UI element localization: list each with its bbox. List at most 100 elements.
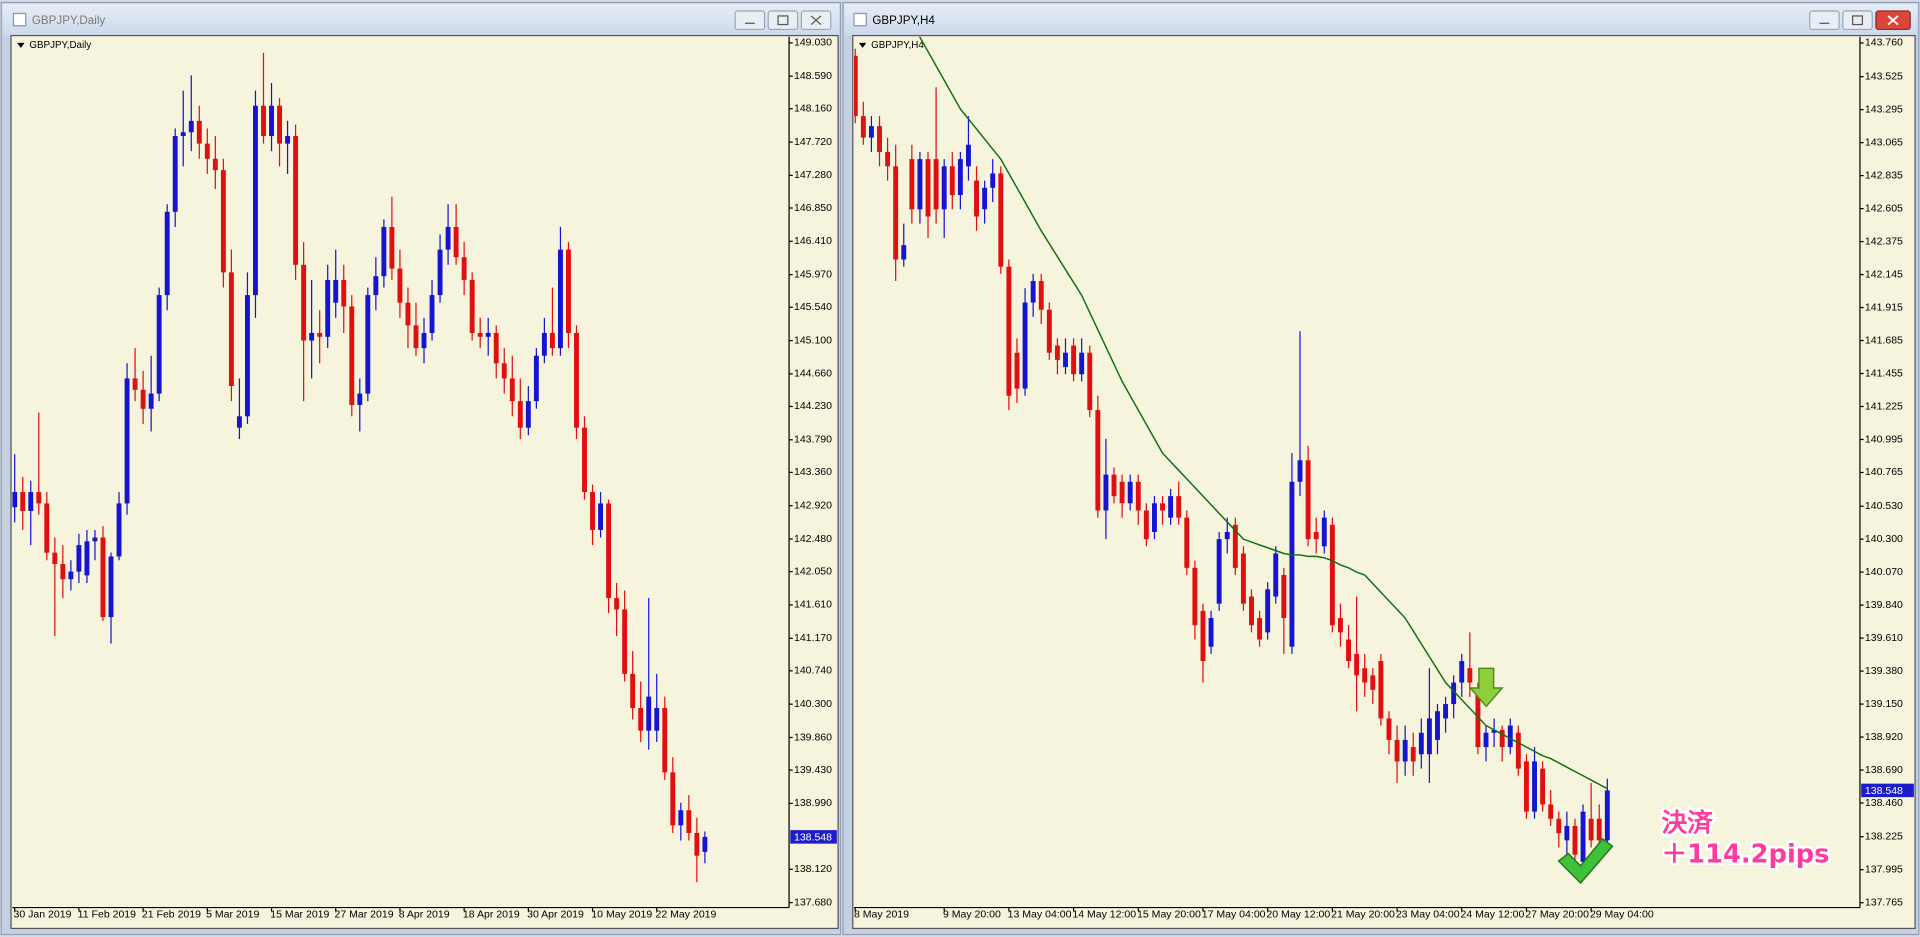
window-buttons[interactable] [734,10,832,31]
candle-body [1014,352,1020,389]
candle-body [582,427,587,493]
plot [854,36,1610,877]
y-tick-label: 142.375 [1865,235,1903,247]
candle-body [405,302,411,326]
candle-body [1313,531,1319,540]
candle-body [188,120,194,133]
candle-body [598,503,604,530]
candle-body [1095,410,1101,511]
restore-button[interactable] [1842,10,1873,31]
candle-body [1022,302,1028,389]
candle-body [1515,732,1521,769]
window-buttons[interactable] [1809,10,1911,31]
candle-body [860,116,866,138]
candle-body [678,810,684,826]
candle-body [68,571,74,580]
candle-body [966,144,971,167]
y-tick-label: 143.065 [1865,136,1903,148]
charts: GBPJPY,Daily 149.030 148.590 148.160 147.720… [12,36,1914,921]
x-tick-label: 5 Mar 2019 [206,909,259,921]
candle-body [533,355,539,402]
y-tick-label: 144.230 [794,400,832,412]
candle-body [1054,345,1060,360]
chart-label: GBPJPY,H4 [871,40,924,51]
candle-body [1143,510,1149,540]
x-tick-label: 17 May 04:00 [1202,909,1266,921]
candle-body [1071,345,1077,375]
x-tick-label: 11 Feb 2019 [78,909,136,921]
y-tick-label: 141.685 [1865,334,1903,346]
candle-body [549,332,555,349]
candle-body [341,279,347,307]
candle-body [1596,818,1602,841]
moving-average-line [918,36,1608,790]
candle-body [1038,281,1044,310]
candle-body [638,707,644,731]
x-tick-label: 29 May 04:00 [1590,909,1654,921]
y-tick-label: 139.610 [1865,632,1903,644]
y-tick-label: 143.790 [794,434,832,446]
candle-body [1426,718,1432,755]
x-tick-label: 8 May 2019 [854,909,909,921]
candle-body [1224,531,1230,540]
y-tick-label: 138.690 [1865,764,1903,776]
candle-body [1362,668,1368,683]
candle-body [1443,704,1449,719]
candle-body [1491,729,1497,733]
candle-body [1346,639,1351,662]
candle-body [670,772,676,826]
sell-arrow-icon [1468,667,1504,708]
candle-body [196,120,202,144]
candle-body [1459,661,1465,683]
candle-body [453,226,459,258]
candle-body [941,166,947,210]
x-tick-label: 21 May 20:00 [1331,909,1395,921]
candle-body [917,159,923,210]
candle-body [52,552,58,565]
candle-body [1532,761,1537,812]
candle-body [172,136,178,212]
chart-label-marker [858,42,867,48]
x-tick-label: 20 May 12:00 [1266,909,1330,921]
annotation: ＋114.2pips [1661,839,1829,869]
candle-body [148,393,154,409]
y-tick-label: 143.360 [794,466,832,478]
candle-body [1337,618,1343,633]
y-tick-label: 141.915 [1865,301,1903,313]
restore-button[interactable] [767,10,799,31]
y-tick-label: 140.530 [1865,500,1903,512]
x-tick-label: 14 May 12:00 [1072,909,1136,921]
y-tick-label: 138.120 [794,863,832,875]
minimize-button[interactable] [734,10,766,31]
chart-label-marker [17,42,25,48]
candle-body [1572,825,1578,855]
y-tick-label: 140.995 [1865,433,1903,445]
y-tick-label: 140.300 [1865,533,1903,545]
candle-body [1281,575,1287,619]
candle-body [44,503,50,553]
candle-body [477,332,483,337]
y-tick-label: 142.605 [1865,202,1903,214]
x-tick-label: 23 May 04:00 [1396,909,1460,921]
candle-body [349,306,355,405]
y-tick-label: 140.765 [1865,466,1903,478]
candle-body [1208,618,1214,647]
candle-body [132,378,138,390]
check-icon [1557,837,1614,885]
candle-body [525,401,531,428]
candle-body [1475,689,1481,748]
y-tick-label: 145.540 [794,301,832,313]
y-tick-label: 148.590 [794,70,832,82]
y-tick-label: 141.170 [794,632,832,644]
candle-body [1604,790,1610,841]
y-tick-label: 139.430 [794,764,832,776]
candle-body [1410,747,1416,762]
candle-body [1370,675,1376,690]
y-tick-label: 138.460 [1865,797,1903,809]
candle-body [1289,481,1295,647]
minimize-button[interactable] [1809,10,1840,31]
x-tick-label: 13 May 04:00 [1008,909,1072,921]
candle-body [204,143,210,159]
candle-body [1063,352,1068,368]
candle-body [1127,481,1133,504]
